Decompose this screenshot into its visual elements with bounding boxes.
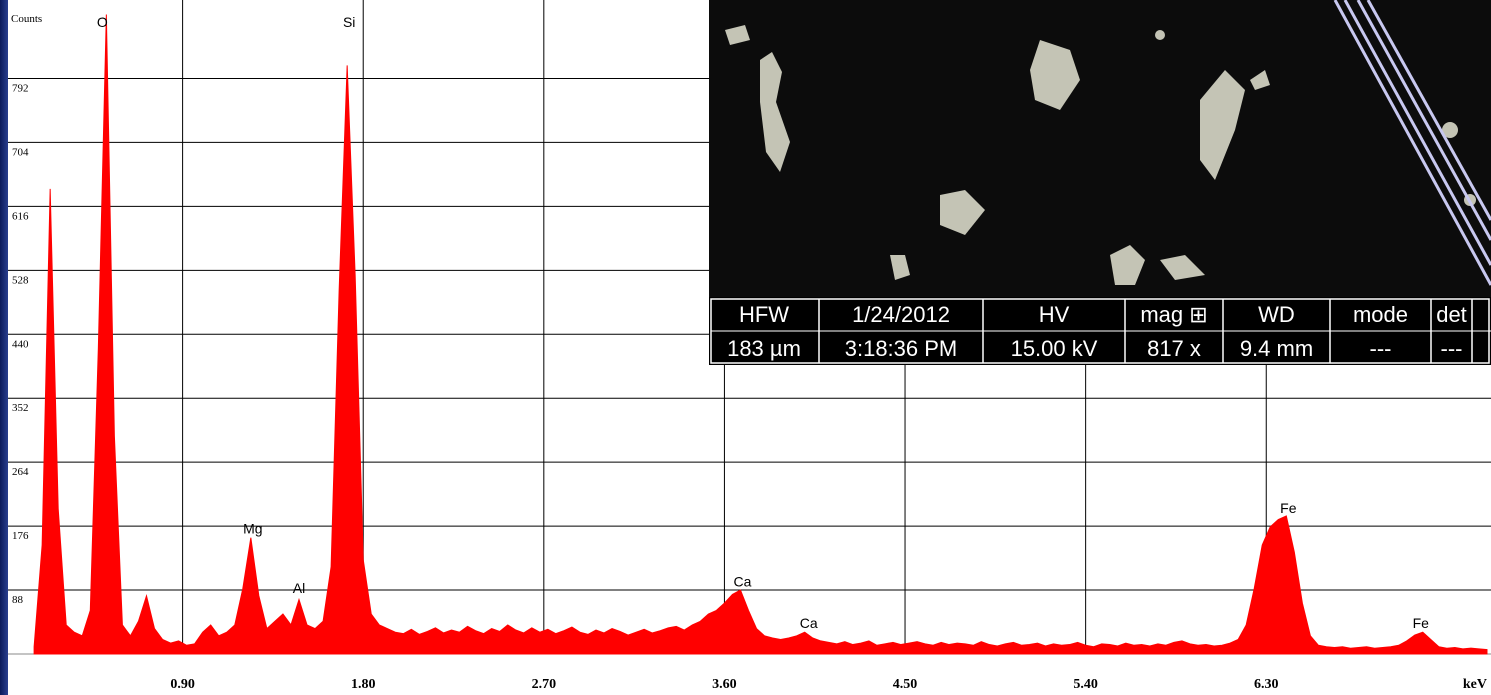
x-tick-label: 6.30 (1254, 677, 1279, 692)
info-header: mode (1353, 302, 1408, 327)
y-tick-label: 704 (12, 146, 29, 158)
spectrum (33, 14, 1488, 655)
y-axis-label: Counts (11, 13, 42, 25)
peak-label: Fe (1280, 500, 1297, 516)
y-tick-label: 792 (12, 82, 29, 94)
info-header: HV (1039, 302, 1070, 327)
peak-label: Mg (243, 520, 262, 536)
info-header: 1/24/2012 (852, 302, 950, 327)
x-tick-label: 1.80 (351, 677, 376, 692)
y-tick-label: 440 (12, 338, 29, 350)
info-header: WD (1258, 302, 1295, 327)
y-tick-label: 616 (12, 210, 29, 222)
y-tick-label: 352 (12, 402, 29, 414)
x-tick-label: 3.60 (712, 677, 737, 692)
info-value: 817 x (1147, 336, 1201, 361)
info-value: 15.00 kV (1011, 336, 1098, 361)
info-header: det (1436, 302, 1467, 327)
y-tick-label: 176 (12, 530, 29, 542)
info-value: 183 µm (727, 336, 801, 361)
cell-border (710, 298, 1490, 364)
x-tick-label: 2.70 (532, 677, 557, 692)
info-value: 3:18:36 PM (845, 336, 958, 361)
peak-label: Si (343, 14, 355, 30)
peak-label: Al (293, 580, 305, 596)
sem-fiber (1333, 0, 1491, 286)
x-tick-label: 5.40 (1073, 677, 1098, 692)
info-header: mag ⊞ (1140, 302, 1207, 327)
info-value: --- (1441, 336, 1463, 361)
x-tick-label: 4.50 (893, 677, 918, 692)
y-tick-label: 264 (12, 466, 29, 478)
x-axis-label: keV (1463, 677, 1487, 692)
x-tick-label: 0.90 (170, 677, 195, 692)
sem-image (709, 0, 1491, 297)
info-value: 9.4 mm (1240, 336, 1313, 361)
info-value: --- (1370, 336, 1392, 361)
side-strip (0, 0, 8, 695)
info-header: HFW (739, 302, 789, 327)
peak-label: Ca (800, 615, 818, 631)
y-tick-label: 88 (12, 594, 24, 606)
sem-inset: HFW 183 µm 1/24/2012 3:18:36 PM HV 15.00 kV ma… (709, 0, 1491, 365)
y-tick-label: 528 (12, 274, 29, 286)
peak-label: Ca (734, 573, 752, 589)
peak-label: O (97, 14, 108, 30)
peak-label: Fe (1413, 615, 1430, 631)
